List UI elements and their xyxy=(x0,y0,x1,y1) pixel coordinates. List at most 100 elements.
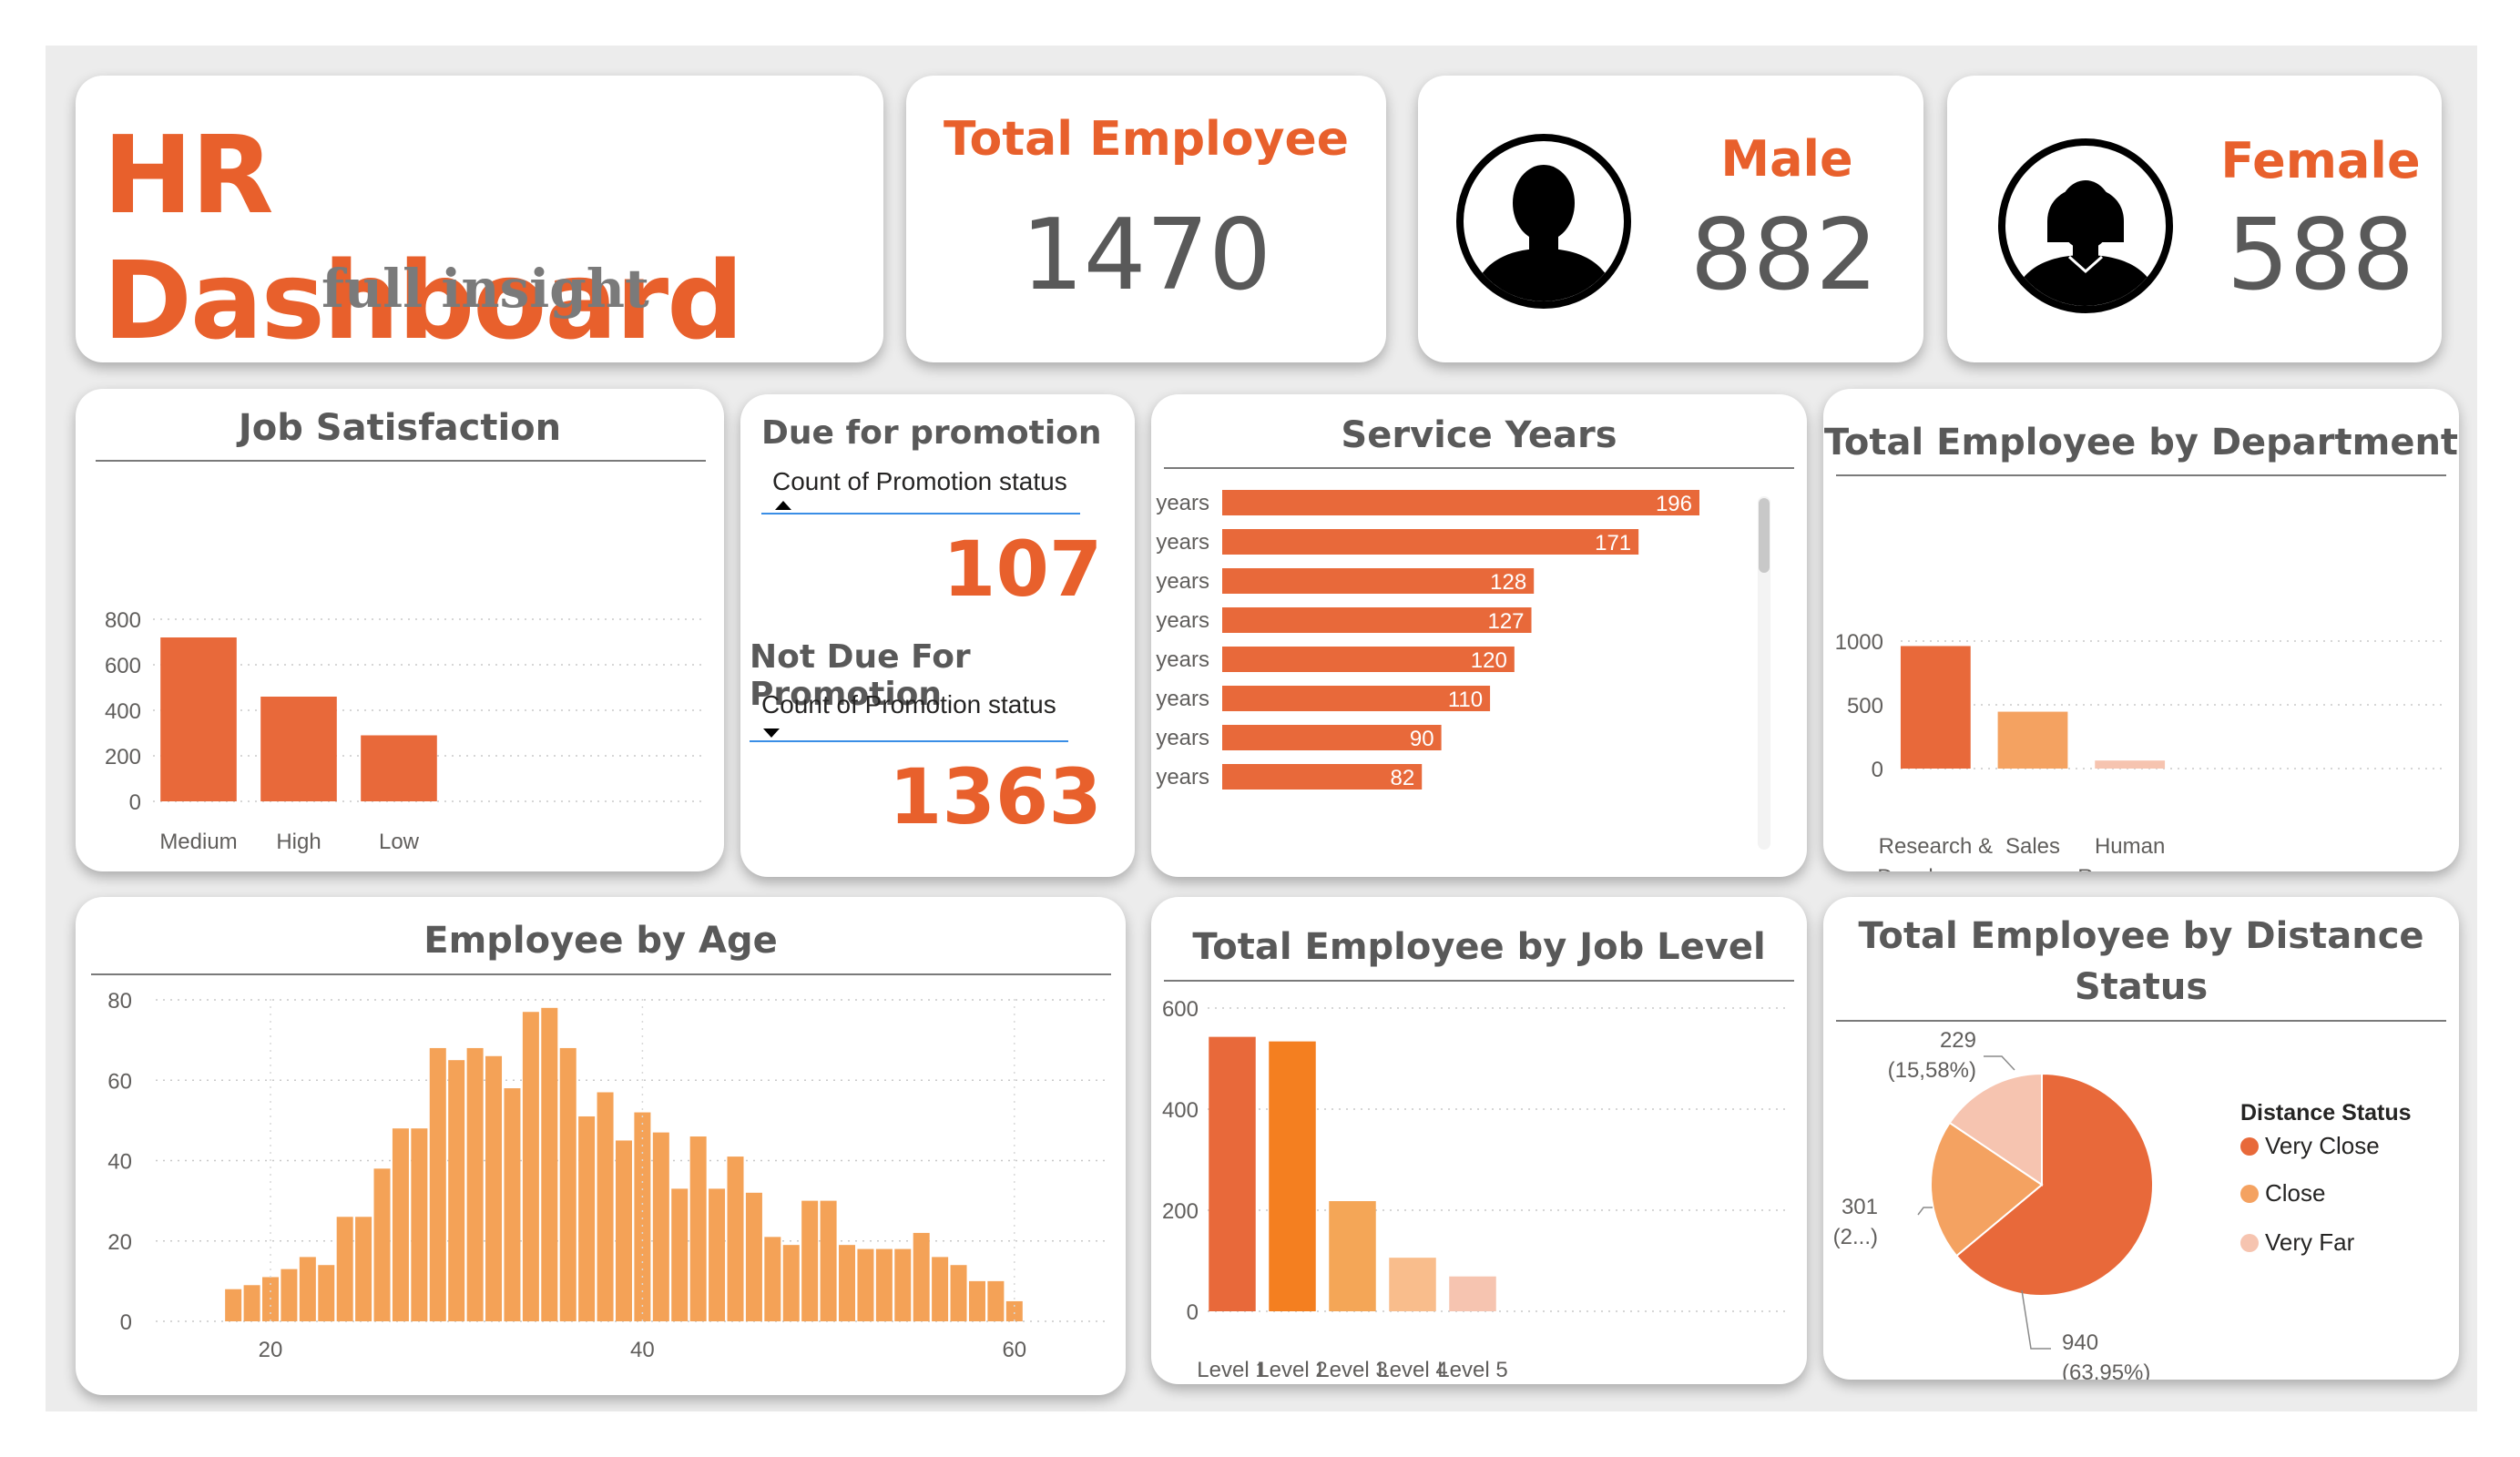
service-years-bar xyxy=(1222,647,1515,672)
department-x-label: Human xyxy=(2095,834,2165,859)
age-bar xyxy=(466,1047,484,1321)
age-bar xyxy=(541,1007,558,1321)
job-satisfaction-y-tick: 800 xyxy=(105,608,141,633)
age-bar xyxy=(671,1188,689,1321)
age-y-tick: 20 xyxy=(107,1230,132,1255)
job-satisfaction-bar xyxy=(160,637,237,801)
age-y-tick: 40 xyxy=(107,1150,132,1175)
job-level-y-tick: 400 xyxy=(1162,1098,1199,1123)
department-x-label: Research & xyxy=(1879,834,1993,859)
service-years-category-label: 9 years xyxy=(1151,765,1209,790)
job-level-bar xyxy=(1449,1276,1496,1311)
legend-item-very-far[interactable]: Very Far xyxy=(2265,1228,2355,1256)
job-level-x-label: Level 1 xyxy=(1197,1358,1267,1382)
service-years-bar xyxy=(1222,607,1532,633)
service-years-data-label: 127 xyxy=(1487,609,1524,634)
age-bar xyxy=(950,1265,967,1321)
scrollbar-thumb[interactable] xyxy=(1759,498,1770,573)
service-years-data-label: 120 xyxy=(1471,648,1507,673)
age-bar xyxy=(485,1055,503,1321)
age-bar xyxy=(987,1280,1005,1321)
legend-item-very-close[interactable]: Very Close xyxy=(2265,1132,2380,1159)
age-bar xyxy=(578,1116,596,1321)
job-level-bar xyxy=(1329,1201,1376,1311)
distance-data-label: 940 xyxy=(2062,1330,2098,1355)
service-years-bar xyxy=(1222,529,1639,555)
service-years-bar xyxy=(1222,686,1491,711)
job-satisfaction-y-tick: 400 xyxy=(105,699,141,724)
age-title: Employee by Age xyxy=(423,920,778,962)
job-level-title: Total Employee by Job Level xyxy=(1192,926,1766,968)
male-value: 882 xyxy=(1689,199,1879,312)
job-satisfaction-y-tick: 200 xyxy=(105,745,141,769)
age-bar xyxy=(727,1156,744,1321)
age-bar xyxy=(522,1012,539,1321)
age-bar xyxy=(689,1136,707,1321)
department-y-tick: 0 xyxy=(1872,758,1883,782)
female-value: 588 xyxy=(2226,199,2415,312)
age-bar xyxy=(764,1237,781,1321)
service-years-title: Service Years xyxy=(1341,414,1617,456)
title-underline xyxy=(96,460,706,462)
not-due-promotion-underline xyxy=(750,740,1068,742)
age-bar xyxy=(281,1269,298,1321)
age-bar xyxy=(745,1192,762,1321)
service-years-category-label: 5 years xyxy=(1151,491,1209,515)
department-title: Total Employee by Department xyxy=(1823,422,2459,464)
title-underline xyxy=(1164,467,1794,469)
female-label: Female xyxy=(2220,132,2421,189)
distance-data-label: 229 xyxy=(1940,1028,1976,1053)
age-bar xyxy=(355,1217,372,1321)
job-satisfaction-x-label: Medium xyxy=(159,830,237,854)
scrollbar-track[interactable] xyxy=(1758,496,1770,850)
due-promotion-underline xyxy=(761,513,1080,515)
job-level-y-tick: 0 xyxy=(1187,1300,1199,1325)
title-underline xyxy=(91,973,1111,975)
age-bar xyxy=(318,1265,335,1321)
male-card: Male 882 xyxy=(1418,76,1923,362)
due-promotion-value: 107 xyxy=(943,525,1103,614)
male-avatar-icon xyxy=(1456,134,1631,309)
department-bar xyxy=(1900,646,1971,769)
service-years-category-label: 2 years xyxy=(1151,608,1209,633)
legend-item-close[interactable]: Close xyxy=(2265,1179,2326,1207)
age-bar xyxy=(634,1112,651,1321)
service-years-category-label: 7 years xyxy=(1151,726,1209,750)
age-y-tick: 80 xyxy=(107,989,132,1014)
age-x-tick: 40 xyxy=(630,1338,655,1362)
job-level-bar xyxy=(1209,1036,1256,1311)
age-bar xyxy=(373,1168,391,1321)
job-satisfaction-x-label: High xyxy=(276,830,321,854)
department-x-label: Resources xyxy=(2077,865,2182,871)
age-bar xyxy=(615,1140,632,1321)
job-level-card: Total Employee by Job Level 0 200 400 600 Le… xyxy=(1151,897,1807,1384)
age-bar xyxy=(894,1248,912,1321)
department-bar xyxy=(2095,760,2166,769)
service-years-data-label: 110 xyxy=(1448,688,1483,712)
age-bar xyxy=(782,1245,800,1321)
age-bar xyxy=(225,1289,242,1321)
distance-data-label: (63,95%) xyxy=(2062,1360,2150,1380)
job-level-x-label: Level 3 xyxy=(1317,1358,1387,1382)
service-years-category-label: 10 years xyxy=(1151,647,1209,672)
department-x-label: Sales xyxy=(2005,834,2060,859)
job-satisfaction-card: Job Satisfaction 0 200 400 600 800 Medium High… xyxy=(76,389,724,871)
service-years-bar xyxy=(1222,764,1423,790)
legend-title: Distance Status xyxy=(2240,1100,2412,1126)
age-bar xyxy=(411,1128,428,1321)
age-bar xyxy=(299,1257,316,1321)
distance-leader-line xyxy=(1984,1055,2015,1071)
age-y-tick: 0 xyxy=(120,1310,132,1335)
dashboard-canvas: HR Dashboard full insight Total Employee… xyxy=(46,46,2477,1411)
title-underline xyxy=(1836,1020,2446,1022)
distance-chart: 940 (63,95%) 301 (2...) 229 (15,58%) xyxy=(1833,1028,2154,1380)
age-bar xyxy=(392,1128,409,1321)
title-card: HR Dashboard full insight xyxy=(76,76,883,362)
distance-data-label: (15,58%) xyxy=(1888,1058,1976,1083)
total-employee-label: Total Employee xyxy=(943,112,1350,167)
distance-leader-line xyxy=(2021,1289,2051,1350)
age-bar xyxy=(801,1200,819,1321)
job-satisfaction-bar xyxy=(260,697,337,801)
age-bar xyxy=(504,1088,521,1321)
